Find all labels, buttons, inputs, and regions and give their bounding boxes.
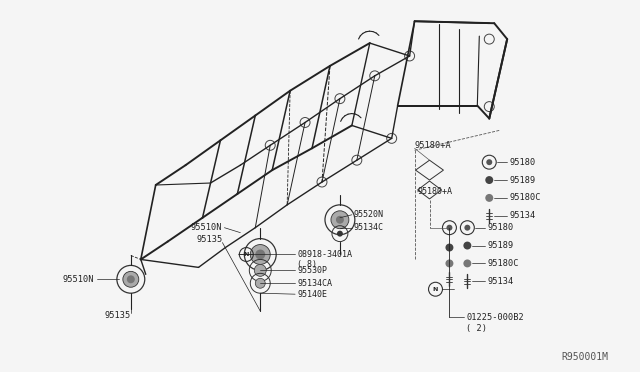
Text: 95135: 95135 (105, 311, 131, 320)
Text: ( 2): ( 2) (467, 324, 488, 333)
Circle shape (255, 278, 265, 288)
Text: 95180: 95180 (509, 158, 536, 167)
Text: ( 8): ( 8) (297, 260, 317, 269)
Text: 95530P: 95530P (297, 266, 327, 275)
Circle shape (250, 244, 270, 264)
Text: R950001M: R950001M (562, 352, 609, 362)
Text: 95180+A: 95180+A (417, 187, 452, 196)
Circle shape (463, 241, 471, 250)
Circle shape (445, 259, 453, 267)
Circle shape (337, 231, 343, 237)
Circle shape (485, 176, 493, 184)
Text: 95180C: 95180C (509, 193, 541, 202)
Text: 95134C: 95134C (354, 223, 384, 232)
Text: N: N (433, 287, 438, 292)
Circle shape (123, 271, 139, 287)
Circle shape (127, 275, 135, 283)
Text: 95189: 95189 (487, 241, 513, 250)
Circle shape (463, 259, 471, 267)
Text: 08918-3401A: 08918-3401A (297, 250, 352, 259)
Text: 95134: 95134 (509, 211, 536, 220)
Circle shape (447, 225, 452, 231)
Text: N: N (244, 252, 249, 257)
Text: 95510N: 95510N (63, 275, 94, 284)
Circle shape (445, 244, 453, 251)
Text: 95180: 95180 (487, 223, 513, 232)
Text: 95510N: 95510N (191, 223, 223, 232)
Circle shape (331, 211, 349, 229)
Circle shape (485, 194, 493, 202)
Circle shape (336, 216, 344, 224)
Circle shape (465, 225, 470, 231)
Circle shape (486, 159, 492, 165)
Text: 95135: 95135 (196, 235, 223, 244)
Circle shape (254, 264, 266, 276)
Text: 95180+A: 95180+A (415, 141, 451, 150)
Text: 95180C: 95180C (487, 259, 519, 268)
Text: 95140E: 95140E (297, 290, 327, 299)
Text: 01225-000B2: 01225-000B2 (467, 312, 524, 321)
Circle shape (255, 250, 265, 259)
Text: 95134: 95134 (487, 277, 513, 286)
Text: 95520N: 95520N (354, 210, 384, 219)
Text: 95134CA: 95134CA (297, 279, 332, 288)
Text: 95189: 95189 (509, 176, 536, 185)
